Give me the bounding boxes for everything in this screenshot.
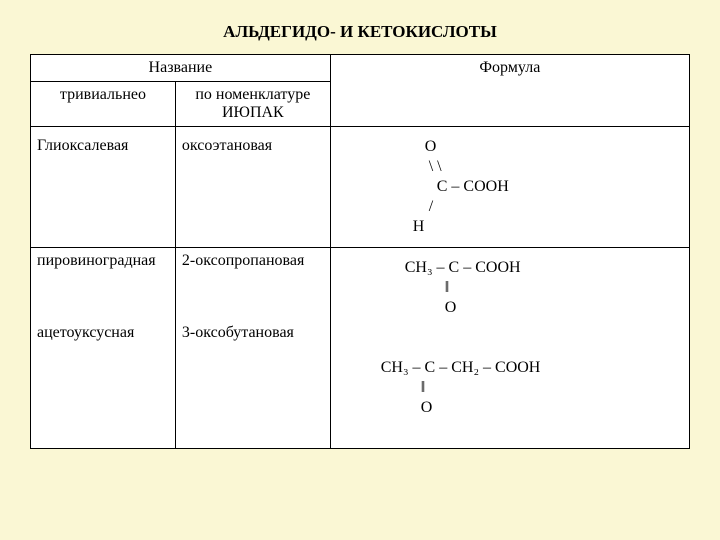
header-iupac: по номенклатуре ИЮПАК xyxy=(175,82,330,127)
cell-formula: O \ \ C – COOH / H xyxy=(330,127,689,248)
cell-iupac-multi: 2-оксопропановая 3-оксобутановая xyxy=(175,248,330,449)
formula-1: CH₃ – C – COOH ‖ O xyxy=(337,259,521,316)
cell-trivial-multi: пировиноградная ацетоуксусная xyxy=(31,248,176,449)
trivial-2: ацетоуксусная xyxy=(37,324,169,342)
iupac-2: 3-оксобутановая xyxy=(182,324,324,342)
table-row: Глиоксалевая оксоэтановая O \ \ C – COOH… xyxy=(31,127,690,248)
table-container: Название Формула тривиальнео по номенкла… xyxy=(30,54,690,449)
iupac-1: 2-оксопропановая xyxy=(182,252,324,270)
cell-trivial: Глиоксалевая xyxy=(31,127,176,248)
cell-iupac: оксоэтановая xyxy=(175,127,330,248)
formula-2: CH₃ – C – CH₂ – COOH ‖ O xyxy=(337,359,541,416)
table-row: пировиноградная ацетоуксусная 2-оксопроп… xyxy=(31,248,690,449)
chem-table: Название Формула тривиальнео по номенкла… xyxy=(30,54,690,449)
header-formula: Формула xyxy=(330,55,689,127)
cell-formula-multi: CH₃ – C – COOH ‖ O CH₃ – C – CH₂ – COOH … xyxy=(330,248,689,449)
header-row-1: Название Формула xyxy=(31,55,690,82)
trivial-1: пировиноградная xyxy=(37,252,169,270)
page-title: АЛЬДЕГИДО- И КЕТОКИСЛОТЫ xyxy=(0,0,720,54)
header-trivial: тривиальнео xyxy=(31,82,176,127)
header-name: Название xyxy=(31,55,331,82)
